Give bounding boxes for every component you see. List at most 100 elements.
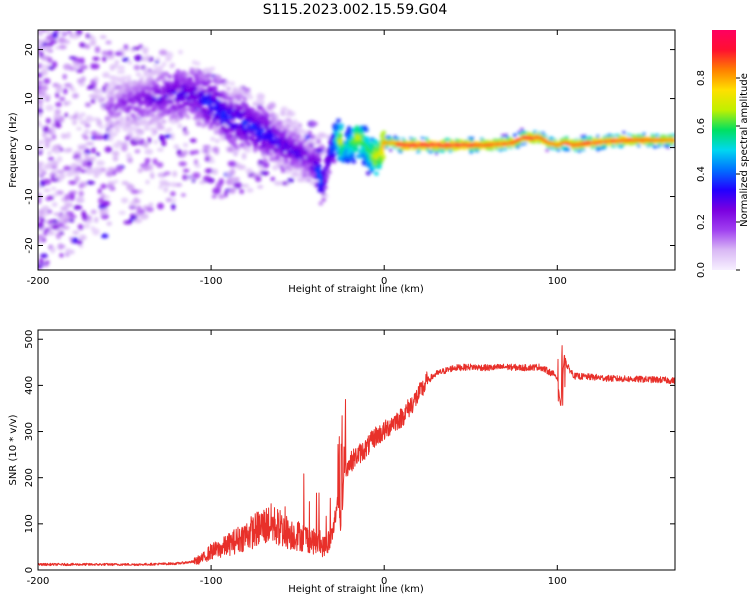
spectrogram-cell [143, 127, 150, 131]
spectrogram-cell [218, 194, 225, 200]
spectrogram-cell [114, 179, 119, 184]
spectrogram-cell [157, 121, 162, 126]
spectrogram-cell [245, 168, 254, 174]
spectrogram-cell [106, 184, 115, 189]
spectrogram-cell [298, 128, 304, 133]
spectrogram-cell [110, 98, 116, 103]
spectrogram-cell [120, 144, 128, 152]
spectrogram-cell [90, 130, 98, 136]
spectrogram-cell [78, 190, 84, 197]
spectrogram-cell [84, 123, 91, 128]
spectrogram-cell [313, 135, 320, 140]
spectrogram-cell [232, 137, 238, 142]
spectrogram-cell [256, 92, 265, 101]
spectrogram-cell [79, 64, 88, 69]
spectrogram-cell [60, 30, 66, 34]
colorbar-gradient [712, 30, 736, 270]
spectrogram-cell [223, 190, 229, 198]
spectrogram-cell [105, 171, 114, 177]
spectrogram-cell [147, 86, 152, 91]
spectrogram-cell [118, 89, 124, 94]
spectrogram-xtick-label: 0 [381, 276, 387, 287]
spectrogram-cell [103, 208, 109, 214]
spectrogram-cell [68, 219, 75, 223]
spectrogram-cell [393, 135, 398, 139]
spectrogram-cell [58, 214, 66, 222]
spectrogram-cell [44, 96, 51, 101]
spectrogram-cell [104, 146, 113, 153]
spectrogram-cell [210, 136, 216, 142]
spectrogram-cell [112, 75, 118, 81]
spectrogram-cell [150, 71, 156, 76]
spectrogram-cell [175, 69, 181, 74]
spectrogram-cell [156, 124, 165, 131]
spectrogram-ytick-label: 20 [24, 43, 35, 56]
spectrogram-cell [55, 46, 60, 50]
spectrogram-cell [58, 36, 66, 44]
spectrogram-cell [233, 88, 238, 94]
spectrogram-cell [46, 162, 53, 167]
spectrogram-cell [46, 230, 55, 236]
spectrogram-cell [254, 175, 262, 183]
spectrogram-cell [671, 137, 675, 140]
spectrogram-cell [280, 168, 286, 174]
spectrogram-cell [337, 156, 342, 161]
spectrogram-cell [72, 64, 80, 69]
spectrogram-cell [100, 183, 107, 190]
spectrogram-cell [60, 133, 68, 139]
spectrogram-cell [265, 151, 271, 156]
spectrogram-cell [47, 66, 55, 71]
spectrogram-cell [43, 188, 51, 193]
spectrogram-cell [84, 129, 90, 135]
spectrogram-cell [306, 144, 312, 150]
snr-y-ticks: 0 100 200 300 400 500 [24, 330, 675, 573]
spectrogram-cell [78, 82, 86, 87]
spectrogram-cell [233, 145, 239, 150]
spectrogram-cell [79, 120, 88, 125]
spectrogram-cell [134, 114, 140, 119]
spectrogram-cell [39, 217, 46, 224]
spectrogram-cell [40, 84, 49, 92]
spectrogram-cell [270, 176, 276, 182]
spectrogram-cell [441, 149, 445, 153]
spectrogram-cell [273, 113, 279, 119]
spectrogram-cell [42, 132, 47, 138]
spectrogram-cell [96, 160, 105, 166]
spectrogram-cell [239, 135, 245, 140]
spectrogram-cell [45, 30, 51, 34]
spectrogram-cell [74, 175, 80, 183]
spectrogram-cell [38, 171, 43, 177]
spectrogram-cell [672, 134, 675, 138]
spectrogram-cell [229, 96, 234, 101]
spectrogram-cell [391, 143, 395, 147]
spectrogram-cell [652, 144, 656, 148]
spectrogram-cell [434, 151, 439, 155]
spectrogram-cell [624, 136, 629, 140]
snr-x-ticks: -200 -100 0 100 [27, 330, 567, 587]
spectrogram-cell [64, 202, 73, 208]
spectrogram-cell [63, 101, 69, 106]
spectrogram-cell [159, 172, 164, 179]
spectrogram-cell [495, 147, 499, 151]
spectrogram-cell [365, 136, 370, 142]
spectrogram-cell [173, 114, 179, 119]
spectrogram-cell [583, 134, 587, 138]
spectrogram-cell [147, 137, 152, 144]
spectrogram-cell [637, 144, 641, 148]
spectrogram-cell [268, 133, 274, 139]
spectrogram-cell [106, 50, 114, 56]
spectrogram-cell [288, 136, 294, 142]
spectrogram-cell [234, 94, 240, 100]
spectrogram-cell [94, 216, 99, 224]
spectrogram-cell [396, 137, 400, 141]
spectrogram-cell [142, 165, 151, 171]
spectrogram-cell [185, 115, 191, 120]
spectrogram-cell [199, 180, 206, 184]
spectrogram-ytick-label: -20 [24, 237, 35, 253]
spectrogram-cell [202, 89, 208, 94]
spectrogram-cell [171, 111, 177, 116]
spectrogram-cell [90, 156, 96, 161]
spectrogram-cell [297, 173, 303, 178]
spectrogram-cell [143, 141, 149, 149]
spectrogram-cell [134, 149, 141, 154]
